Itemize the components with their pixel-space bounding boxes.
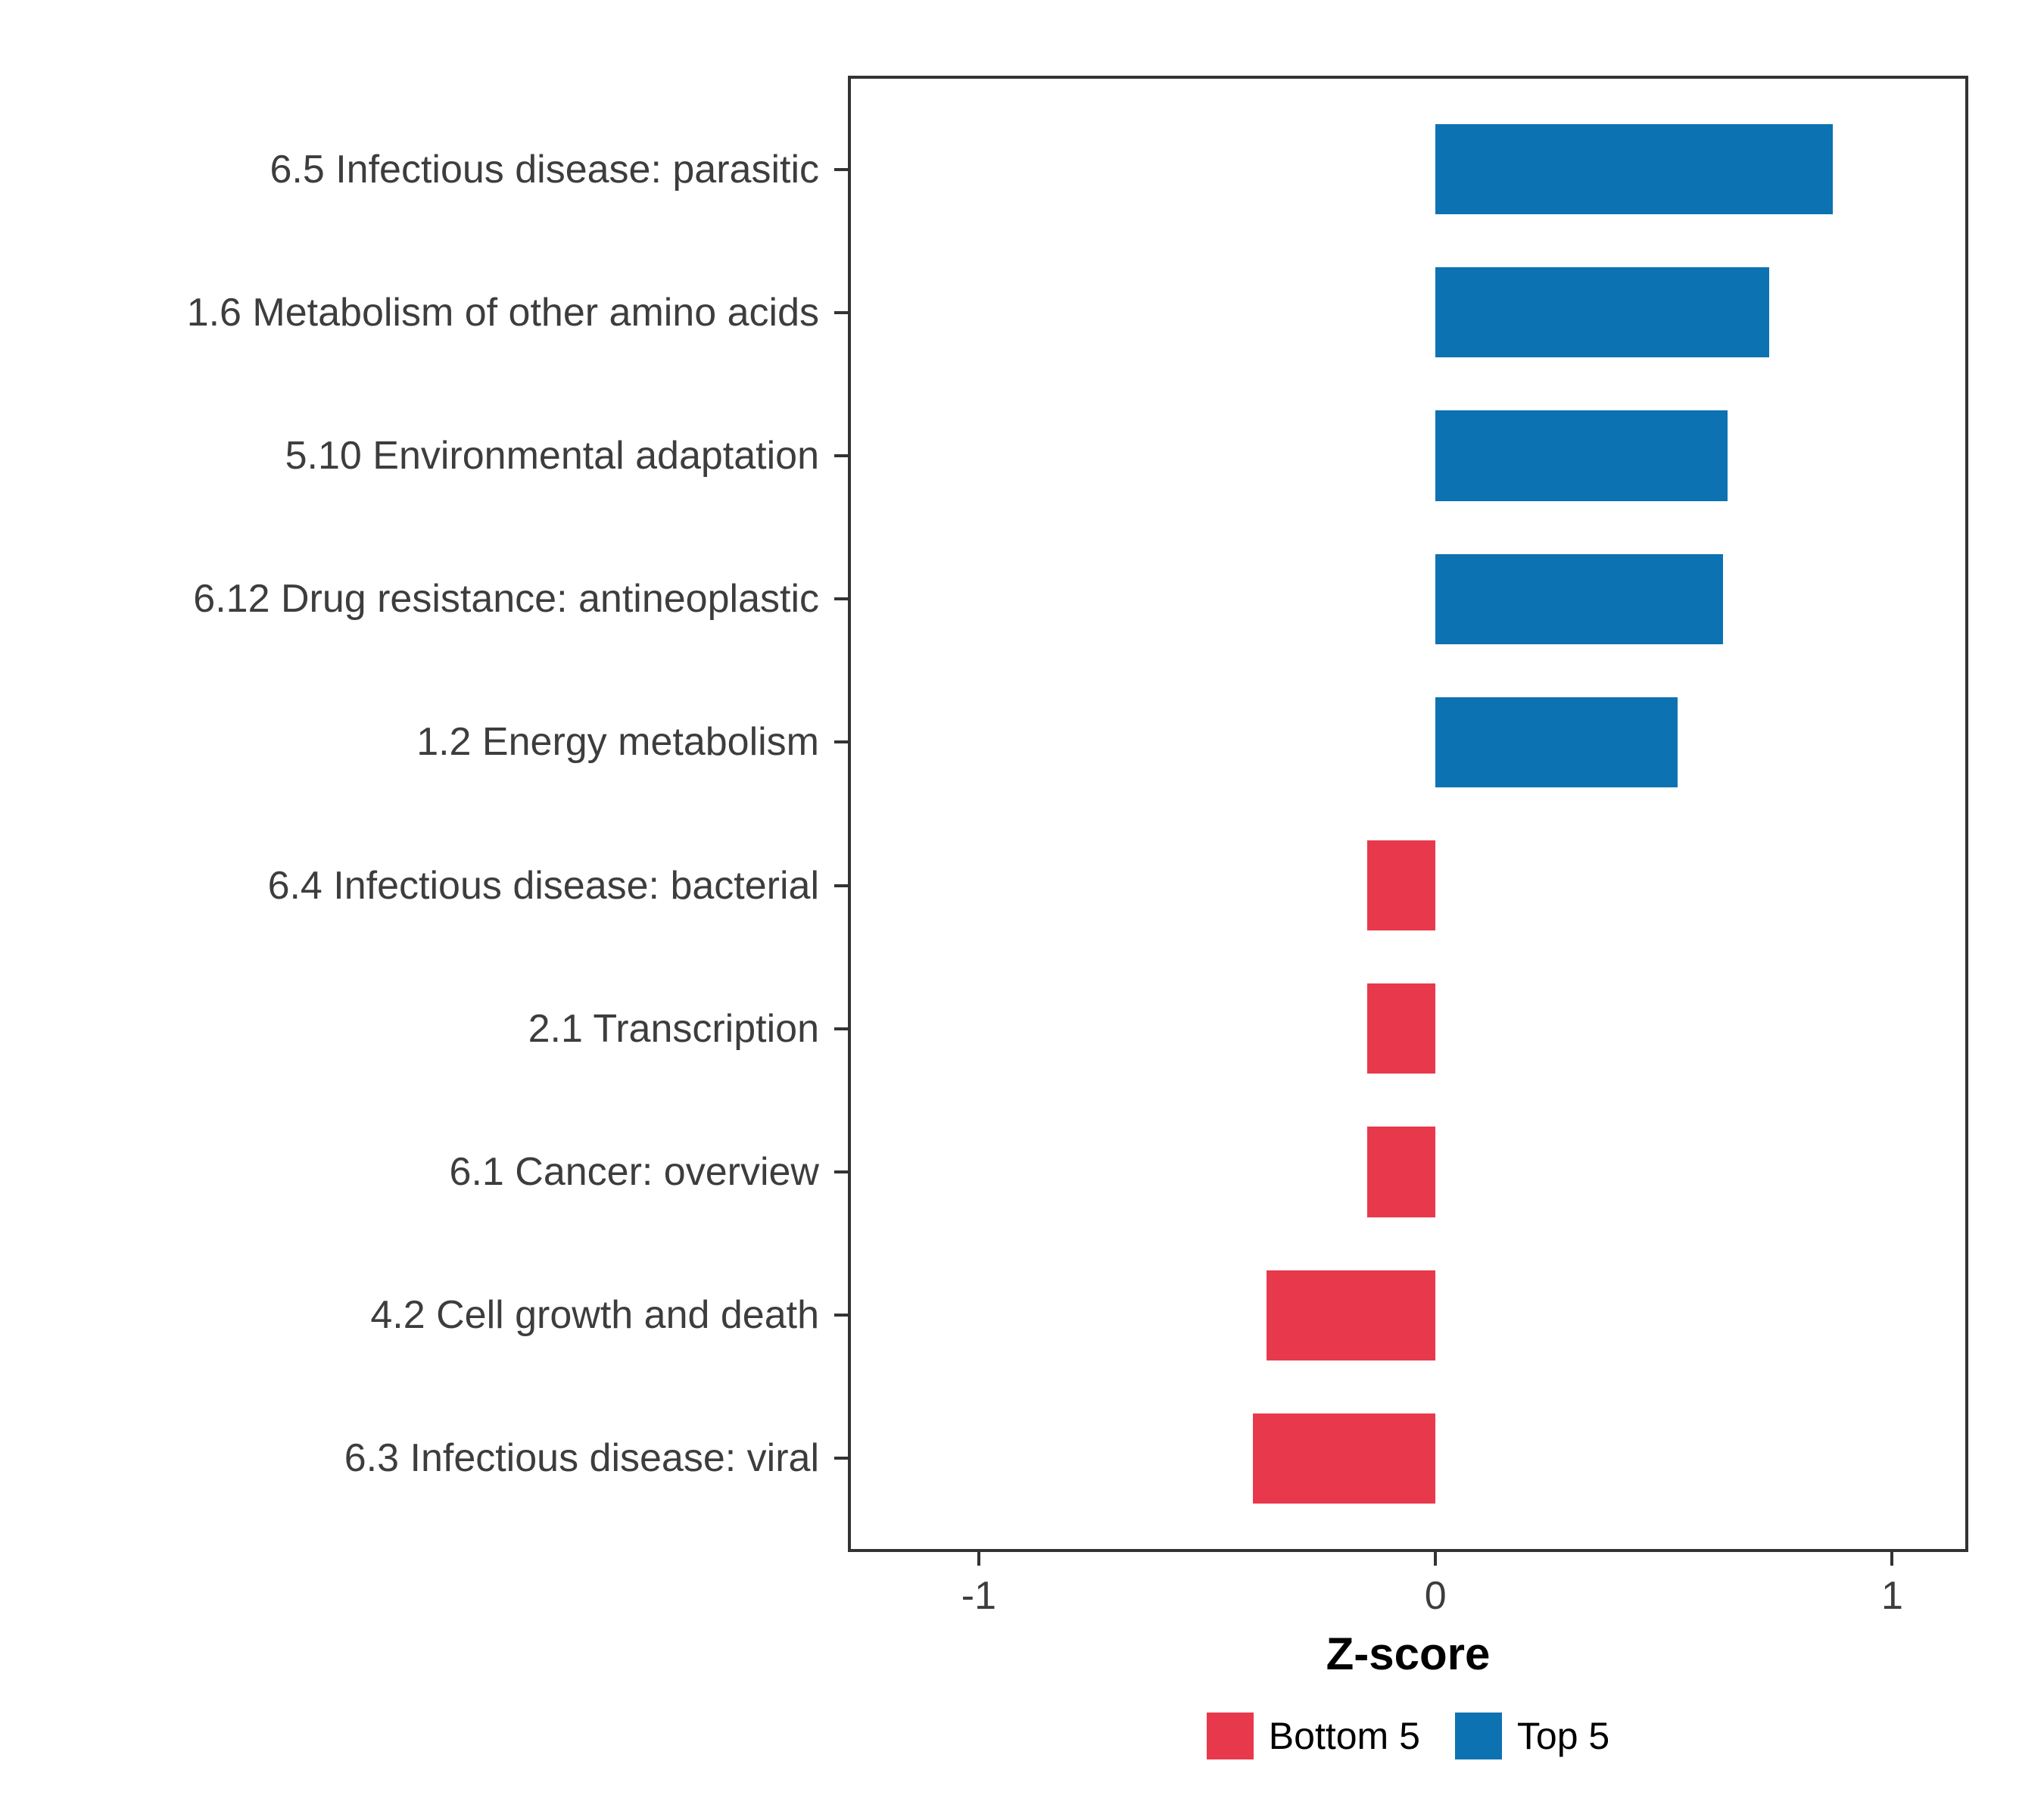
bar-2-1-transcription xyxy=(1366,983,1436,1074)
y-axis-label-2-1-transcription: 2.1 Transcription xyxy=(528,1006,819,1051)
x-tick-label-1: 1 xyxy=(1881,1574,1903,1618)
y-axis-label-1-2-energy-metabolism: 1.2 Energy metabolism xyxy=(416,720,819,765)
legend-item-bottom-5: Bottom 5 xyxy=(1206,1713,1420,1759)
chart-panel xyxy=(848,76,1968,1552)
y-tick xyxy=(834,597,848,601)
legend-item-top-5: Top 5 xyxy=(1454,1713,1610,1759)
x-tick-label-0: 0 xyxy=(1424,1574,1447,1618)
y-tick xyxy=(834,1170,848,1173)
y-tick xyxy=(834,884,848,887)
bar-6-1-cancer-overview xyxy=(1366,1127,1436,1217)
y-tick xyxy=(834,167,848,171)
y-tick xyxy=(834,1457,848,1460)
x-axis-title: Z-score xyxy=(1326,1628,1491,1679)
legend-swatch-top-5 xyxy=(1454,1713,1502,1759)
legend-label-bottom-5: Bottom 5 xyxy=(1268,1715,1420,1757)
x-tick xyxy=(1434,1552,1438,1566)
y-axis-label-6-5-infectious-disease-parasitic: 6.5 Infectious disease: parasitic xyxy=(270,147,819,192)
y-axis-label-4-2-cell-growth-and-death: 4.2 Cell growth and death xyxy=(370,1293,819,1338)
bar-6-5-infectious-disease-parasitic xyxy=(1435,124,1834,215)
y-tick xyxy=(834,1314,848,1317)
y-axis-label-6-12-drug-resistance-antineoplastic: 6.12 Drug resistance: antineoplastic xyxy=(193,577,819,622)
y-axis-label-6-4-infectious-disease-bacterial: 6.4 Infectious disease: bacterial xyxy=(267,863,819,908)
legend-label-top-5: Top 5 xyxy=(1516,1715,1610,1757)
y-axis-label-1-6-metabolism-of-other-amino-acids: 1.6 Metabolism of other amino acids xyxy=(186,290,819,335)
y-tick xyxy=(834,310,848,314)
bar-1-2-energy-metabolism xyxy=(1435,697,1678,787)
y-axis-labels: 6.5 Infectious disease: parasitic 1.6 Met… xyxy=(0,79,819,1555)
legend-swatch-bottom-5 xyxy=(1206,1713,1254,1759)
bar-6-3-infectious-disease-viral xyxy=(1252,1413,1436,1504)
x-tick-label-1: -1 xyxy=(961,1574,997,1618)
y-axis-label-6-3-infectious-disease-viral: 6.3 Infectious disease: viral xyxy=(344,1436,819,1481)
y-axis-label-5-10-environmental-adaptation: 5.10 Environmental adaptation xyxy=(285,434,819,478)
bar-6-12-drug-resistance-antineoplastic xyxy=(1435,553,1724,644)
y-axis-label-6-1-cancer-overview: 6.1 Cancer: overview xyxy=(449,1150,819,1194)
y-tick xyxy=(834,454,848,457)
y-tick xyxy=(834,740,848,744)
legend: Bottom 5 Top 5 xyxy=(848,1713,1968,1759)
y-tick xyxy=(834,1027,848,1030)
x-tick xyxy=(977,1552,980,1566)
bar-4-2-cell-growth-and-death xyxy=(1266,1270,1436,1360)
bar-1-6-metabolism-of-other-amino-acids xyxy=(1435,267,1769,358)
x-tick xyxy=(1890,1552,1894,1566)
bar-5-10-environmental-adaptation xyxy=(1435,410,1728,501)
bar-6-4-infectious-disease-bacterial xyxy=(1366,840,1436,931)
